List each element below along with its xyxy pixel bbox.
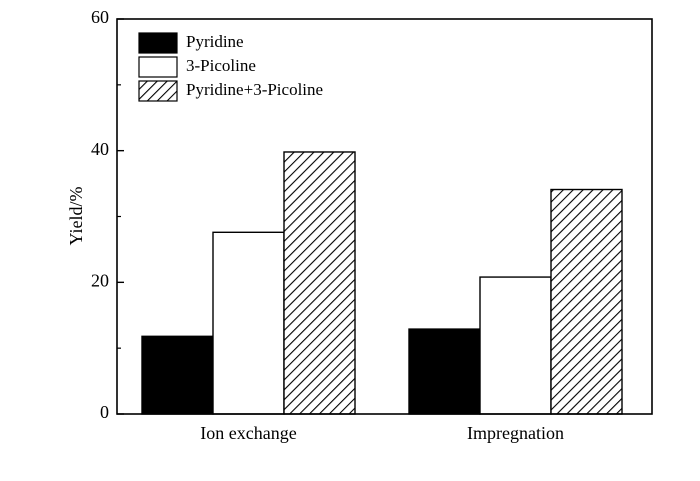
y-axis-label: Yield/% — [66, 187, 86, 246]
bar-pyridine-ion-exchange — [141, 335, 214, 415]
bar-pyridine-impregnation — [408, 328, 481, 415]
legend-swatch-pyridine-3-picoline — [138, 80, 178, 102]
legend: Pyridine 3-Picoline Pyridine+3-Picoline — [138, 32, 323, 102]
bar-pyridine-3-picoline-ion-exchange — [283, 151, 356, 415]
y-ticks-group: 0 20 40 60 — [91, 7, 124, 422]
bars-group — [141, 151, 623, 415]
x-category-label: Ion exchange — [200, 423, 296, 443]
legend-label: Pyridine — [186, 32, 244, 51]
category-labels-group: Ion exchange Impregnation — [200, 423, 564, 443]
bar-pyridine-3-picoline-impregnation — [550, 188, 623, 415]
legend-label: 3-Picoline — [186, 56, 256, 75]
x-category-label: Impregnation — [467, 423, 564, 443]
y-tick-label: 0 — [100, 402, 109, 422]
legend-swatch-3-picoline — [138, 56, 178, 78]
y-tick-label: 20 — [91, 270, 109, 290]
y-tick-label: 40 — [91, 139, 109, 159]
legend-label: Pyridine+3-Picoline — [186, 80, 323, 99]
y-tick-label: 60 — [91, 7, 109, 27]
bar-3-picoline-ion-exchange — [212, 231, 285, 415]
legend-swatch-pyridine — [138, 32, 178, 54]
bar-3-picoline-impregnation — [479, 276, 552, 415]
